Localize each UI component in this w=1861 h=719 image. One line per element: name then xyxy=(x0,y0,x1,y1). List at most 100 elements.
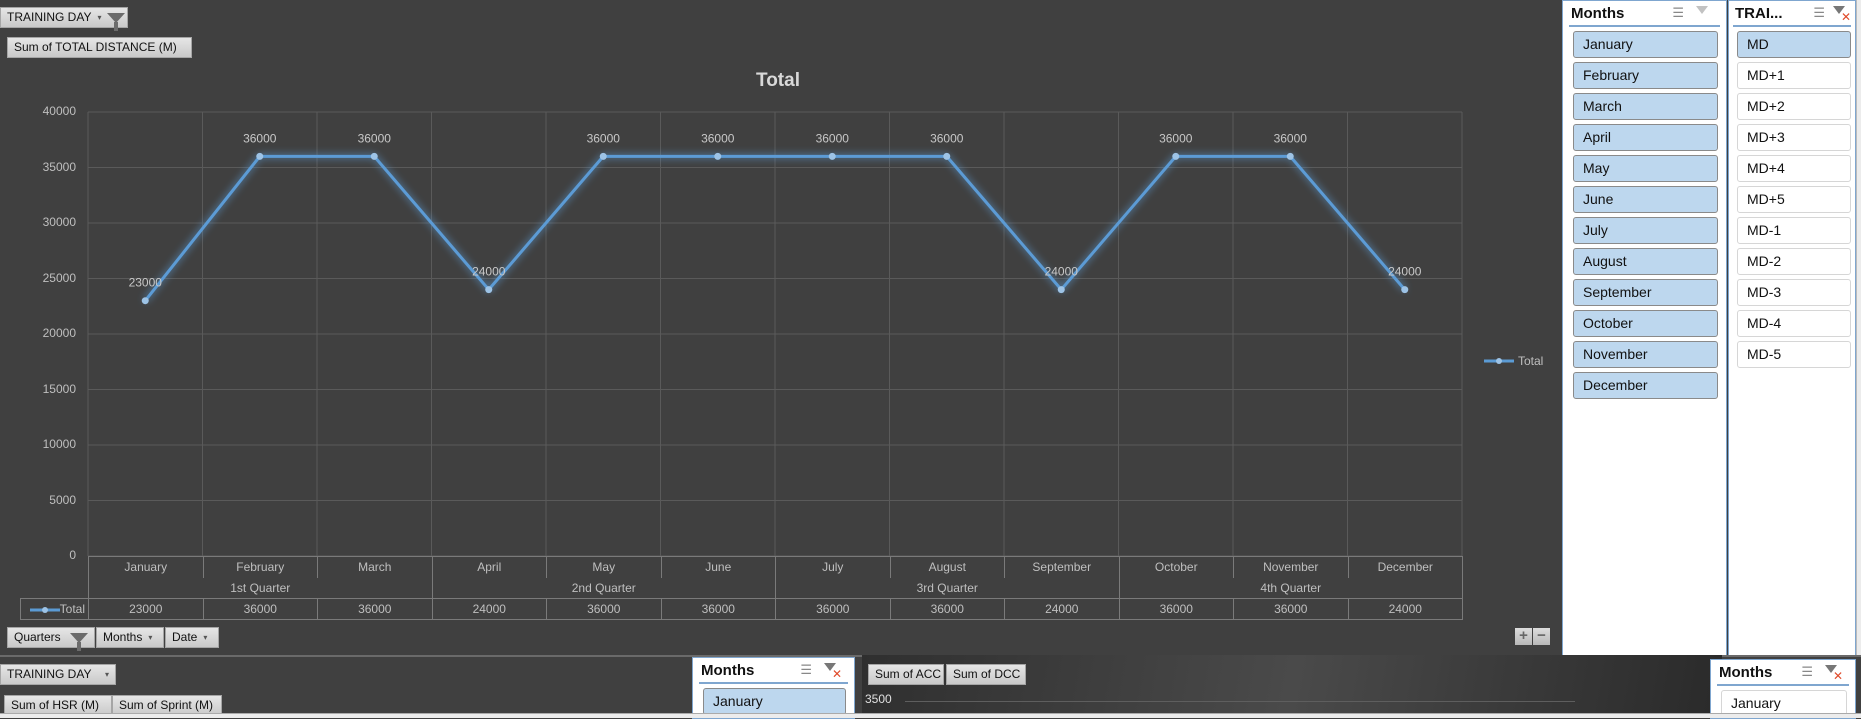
data-label: 36000 xyxy=(587,131,621,145)
data-point-marker[interactable] xyxy=(1172,152,1180,160)
slicer-item-october[interactable]: October xyxy=(1573,310,1718,337)
y-tick-label: 30000 xyxy=(42,215,76,229)
month-header: June xyxy=(660,556,776,578)
training-day-slicer-title: TRAI... xyxy=(1735,4,1783,22)
y-tick-label: 20000 xyxy=(42,326,76,340)
data-point-marker[interactable] xyxy=(141,297,149,305)
slicer-item-august[interactable]: August xyxy=(1573,248,1718,275)
slicer-item-april[interactable]: April xyxy=(1573,124,1718,151)
table-value-cell: 36000 xyxy=(202,598,318,620)
y-tick-label: 25000 xyxy=(42,270,76,285)
slicer-item-md-1[interactable]: MD+1 xyxy=(1737,62,1851,89)
clear-filter-icon[interactable]: ✕ xyxy=(1825,664,1843,683)
multi-select-icon[interactable]: ☰ xyxy=(800,662,812,677)
month-header: November xyxy=(1233,556,1349,578)
month-header: May xyxy=(546,556,662,578)
quarter-header: 4th Quarter xyxy=(1118,577,1463,599)
data-label: 24000 xyxy=(1388,265,1422,279)
data-point-marker[interactable] xyxy=(714,152,722,160)
chart-expand-collapse: + − xyxy=(1515,628,1550,645)
dropdown-arrow-icon: ▾ xyxy=(203,633,208,642)
slicer-item-september[interactable]: September xyxy=(1573,279,1718,306)
months-field-button[interactable]: Months ▾ xyxy=(96,627,164,648)
y-tick-label: 10000 xyxy=(42,437,76,451)
data-point-marker[interactable] xyxy=(256,152,264,160)
slicer-item-md[interactable]: MD xyxy=(1737,31,1851,58)
table-value-cell: 36000 xyxy=(889,598,1005,620)
table-value-cell: 36000 xyxy=(546,598,662,620)
data-point-marker[interactable] xyxy=(828,152,836,160)
month-header: March xyxy=(317,556,433,578)
dropdown-arrow-icon: ▾ xyxy=(97,13,102,22)
date-field-button[interactable]: Date ▾ xyxy=(165,627,219,648)
slicer-item-md-4[interactable]: MD+4 xyxy=(1737,155,1851,182)
data-label: 24000 xyxy=(1045,265,1079,279)
sum-acc-button[interactable]: Sum of ACC xyxy=(868,664,944,685)
months-slicer: Months ☰ January February March April May Jun… xyxy=(1562,0,1727,656)
quarter-header: 3rd Quarter xyxy=(775,577,1120,599)
y-tick-label: 40000 xyxy=(42,104,76,118)
data-label: 23000 xyxy=(129,276,163,290)
data-point-marker[interactable] xyxy=(1286,152,1294,160)
slicer-item-january[interactable]: January xyxy=(703,688,846,715)
slicer-item-md-1[interactable]: MD-1 xyxy=(1737,217,1851,244)
slicer-item-june[interactable]: June xyxy=(1573,186,1718,213)
training-day-filter-button[interactable]: TRAINING DAY ▾ xyxy=(0,7,128,31)
data-point-marker[interactable] xyxy=(943,152,951,160)
table-value-cell: 24000 xyxy=(431,598,547,620)
month-header: October xyxy=(1118,556,1234,578)
slicer-item-md-3[interactable]: MD+3 xyxy=(1737,124,1851,151)
data-label: 36000 xyxy=(358,131,392,145)
collapse-button[interactable]: − xyxy=(1533,628,1550,645)
sheet-tab-strip[interactable] xyxy=(0,713,1861,718)
slicer-item-january[interactable]: January xyxy=(1573,31,1718,58)
month-header: January xyxy=(88,556,204,578)
date-label: Date xyxy=(172,630,198,644)
slicer-item-md-4[interactable]: MD-4 xyxy=(1737,310,1851,337)
data-label: 36000 xyxy=(930,131,964,145)
multi-select-icon[interactable]: ☰ xyxy=(1672,5,1684,20)
months-slicer-title: Months xyxy=(701,661,755,679)
acc-y-tick: 3500 xyxy=(865,692,892,706)
slicer-item-february[interactable]: February xyxy=(1573,62,1718,89)
data-point-marker[interactable] xyxy=(599,152,607,160)
training-day-label: TRAINING DAY xyxy=(7,10,92,24)
quarters-field-button[interactable]: Quarters xyxy=(7,627,95,651)
multi-select-icon[interactable]: ☰ xyxy=(1801,664,1813,679)
slicer-item-december[interactable]: December xyxy=(1573,372,1718,399)
clear-filter-icon[interactable]: ✕ xyxy=(1833,5,1851,24)
slicer-item-may[interactable]: May xyxy=(1573,155,1718,182)
data-label: 36000 xyxy=(1274,131,1308,145)
data-point-marker[interactable] xyxy=(370,152,378,160)
data-point-marker[interactable] xyxy=(485,286,493,294)
y-tick-label: 15000 xyxy=(42,381,76,396)
sum-hsr-button[interactable]: Sum of HSR (M) xyxy=(4,695,112,716)
chart-title: Total xyxy=(756,70,800,91)
clear-filter-icon[interactable] xyxy=(1696,5,1712,21)
slicer-item-md-5[interactable]: MD-5 xyxy=(1737,341,1851,368)
slicer-item-november[interactable]: November xyxy=(1573,341,1718,368)
slicer-item-md-3[interactable]: MD-3 xyxy=(1737,279,1851,306)
table-value-cell: 36000 xyxy=(660,598,776,620)
months-label: Months xyxy=(103,630,143,644)
data-point-marker[interactable] xyxy=(1401,286,1409,294)
slicer-item-july[interactable]: July xyxy=(1573,217,1718,244)
clear-filter-icon[interactable]: ✕ xyxy=(824,662,842,681)
table-value-cell: 36000 xyxy=(1233,598,1349,620)
month-header: December xyxy=(1347,556,1463,578)
expand-button[interactable]: + xyxy=(1515,628,1532,645)
months-slicer-title: Months xyxy=(1719,663,1773,681)
line-chart-plot: 23000 36000 36000 24000 36000 36000 36000 36000… xyxy=(87,111,1463,557)
slicer-item-march[interactable]: March xyxy=(1573,93,1718,120)
lower-training-day-filter-button[interactable]: TRAINING DAY ▾ xyxy=(0,664,116,685)
slicer-item-md-5[interactable]: MD+5 xyxy=(1737,186,1851,213)
data-label: 24000 xyxy=(472,265,506,279)
vertical-scrollbar[interactable] xyxy=(1856,0,1861,718)
sum-dcc-button[interactable]: Sum of DCC xyxy=(946,664,1026,685)
slicer-item-md-2[interactable]: MD-2 xyxy=(1737,248,1851,275)
multi-select-icon[interactable]: ☰ xyxy=(1813,5,1825,20)
data-point-marker[interactable] xyxy=(1057,286,1065,294)
slicer-item-md-2[interactable]: MD+2 xyxy=(1737,93,1851,120)
sum-total-distance-button[interactable]: Sum of TOTAL DISTANCE (M) xyxy=(7,37,192,58)
filter-funnel-icon xyxy=(107,12,126,31)
